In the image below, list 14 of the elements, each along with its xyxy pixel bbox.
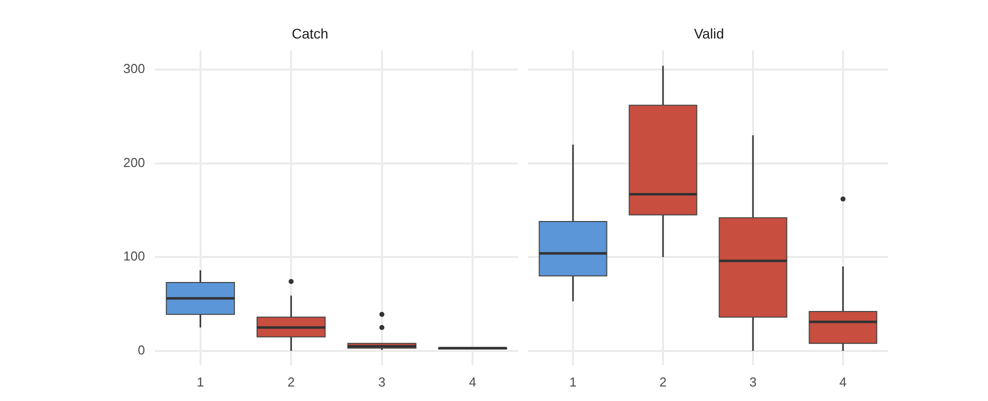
y-tick-label: 300 bbox=[123, 61, 145, 76]
x-tick-label: 4 bbox=[839, 374, 847, 390]
y-tick-label: 200 bbox=[123, 154, 145, 170]
y-tick-label: 0 bbox=[138, 342, 145, 358]
chart-title: Valid bbox=[694, 25, 724, 42]
x-tick-label: 2 bbox=[288, 374, 295, 390]
chart-title: Catch bbox=[292, 25, 328, 42]
x-tick-label: 1 bbox=[196, 374, 204, 390]
x-tick-label: 1 bbox=[569, 374, 577, 390]
x-tick-label: 4 bbox=[469, 374, 476, 390]
x-tick-label: 3 bbox=[749, 374, 757, 390]
y-tick-label: 100 bbox=[123, 248, 145, 264]
x-tick-label: 2 bbox=[659, 374, 667, 390]
x-tick-label: 3 bbox=[378, 374, 386, 390]
